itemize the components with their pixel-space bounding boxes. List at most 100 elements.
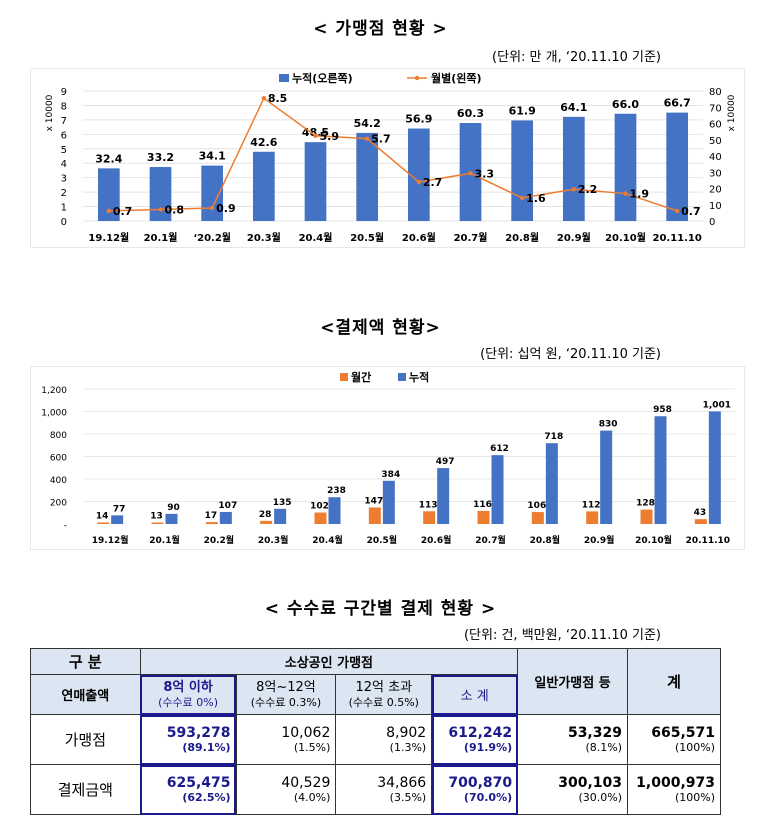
bar-cumulative-label: 718 bbox=[544, 432, 563, 442]
x-tick-label: 20.4월 bbox=[299, 232, 333, 244]
value: 53,329 bbox=[567, 725, 622, 741]
x-tick-label: 20.6월 bbox=[402, 232, 436, 244]
payment-chart-container: - 200 400 600 800 1,000 1,200 14 77 19.12월 13 90 20.… bbox=[30, 366, 745, 550]
x-tick-label: 20.3월 bbox=[258, 534, 289, 546]
x-tick-label: 20.1월 bbox=[144, 232, 178, 244]
bar-monthly-label: 106 bbox=[527, 501, 546, 511]
under8-fee: (수수료 0%) bbox=[158, 695, 219, 709]
bar-cumulative bbox=[97, 168, 120, 221]
percent: (3.5%) bbox=[389, 791, 427, 804]
line-point bbox=[416, 179, 422, 185]
x-tick-label: 20.10월 bbox=[635, 534, 672, 546]
bar-cumulative bbox=[614, 113, 637, 221]
bar-cumulative bbox=[708, 411, 721, 524]
bar-cumulative bbox=[328, 497, 341, 524]
bar-cumulative-label: 77 bbox=[113, 504, 126, 514]
cell-over12: 8,902 (1.3%) bbox=[335, 714, 433, 765]
x-tick-label: 20.9월 bbox=[584, 534, 615, 546]
bar-monthly-label: 102 bbox=[310, 502, 329, 512]
bar-value-label: 66.0 bbox=[612, 98, 639, 111]
bar-cumulative bbox=[511, 120, 534, 221]
line-value-label: 0.9 bbox=[216, 202, 236, 215]
table-row: 결제금액 625,475 (62.5%) 40,529 (4.0%) 34,86… bbox=[30, 764, 722, 815]
row-label: 결제금액 bbox=[30, 764, 141, 815]
value: 10,062 bbox=[281, 725, 331, 741]
cell-8to12: 10,062 (1.5%) bbox=[235, 714, 337, 765]
header-col-under8: 8억 이하 (수수료 0%) bbox=[139, 674, 237, 715]
x-tick-label: 20.11.10 bbox=[652, 233, 701, 244]
payment-status-unit: (단위: 십억 원, ‘20.11.10 기준) bbox=[480, 347, 661, 362]
bar-cumulative bbox=[600, 430, 613, 524]
bar-value-label: 56.9 bbox=[405, 113, 432, 126]
value: 665,571 bbox=[651, 725, 715, 741]
bar-monthly bbox=[586, 511, 599, 524]
right-tick-label: 0 bbox=[709, 217, 715, 228]
percent: (1.5%) bbox=[293, 741, 331, 754]
legend-swatch-cumulative bbox=[398, 373, 406, 381]
bar-cumulative bbox=[111, 515, 124, 524]
line-value-label: 1.6 bbox=[526, 192, 546, 205]
bar-monthly-label: 112 bbox=[582, 500, 601, 510]
header-gubun: 구 분 bbox=[30, 648, 141, 675]
under8-label: 8억 이하 bbox=[163, 679, 213, 695]
line-value-label: 3.3 bbox=[475, 167, 495, 180]
header-small-merchant: 소상공인 가맹점 bbox=[139, 648, 519, 675]
value: 593,278 bbox=[166, 725, 231, 741]
cell-subtotal: 700,870 (70.0%) bbox=[431, 764, 519, 815]
y-tick-label: - bbox=[64, 521, 67, 531]
x-tick-label: 20.6월 bbox=[421, 534, 452, 546]
header-total: 계 bbox=[626, 648, 722, 715]
cell-under8: 593,278 (89.1%) bbox=[139, 714, 237, 765]
line-value-label: 0.7 bbox=[113, 205, 133, 218]
fee-status-title: < 수수료 구간별 결제 현황 > bbox=[264, 599, 497, 619]
bar-value-label: 61.9 bbox=[509, 104, 536, 117]
bar-monthly bbox=[531, 512, 544, 524]
8to12-label: 8억~12억 bbox=[256, 679, 316, 695]
right-tick-label: 20 bbox=[709, 185, 722, 196]
y-tick-label: 800 bbox=[50, 431, 67, 441]
cell-general: 53,329 (8.1%) bbox=[517, 714, 628, 765]
cell-over12: 34,866 (3.5%) bbox=[335, 764, 433, 815]
bar-cumulative-label: 384 bbox=[381, 470, 400, 480]
right-tick-label: 10 bbox=[709, 201, 722, 212]
header-revenue: 연매출액 bbox=[30, 674, 141, 715]
percent: (70.0%) bbox=[463, 791, 513, 804]
bar-cumulative-label: 958 bbox=[653, 405, 672, 415]
line-value-label: 2.7 bbox=[423, 176, 443, 189]
line-point bbox=[364, 136, 370, 141]
over12-fee: (수수료 0.5%) bbox=[348, 695, 419, 709]
bar-cumulative-label: 830 bbox=[599, 420, 618, 430]
header-col-8to12: 8억~12억 (수수료 0.3%) bbox=[235, 674, 337, 715]
line-monthly bbox=[108, 97, 678, 212]
y-tick-label: 400 bbox=[50, 476, 67, 486]
bar-cumulative bbox=[666, 112, 689, 221]
bar-value-label: 33.2 bbox=[147, 151, 174, 164]
bar-monthly bbox=[205, 522, 218, 524]
bar-monthly-label: 13 bbox=[150, 512, 163, 522]
y-tick-label: 600 bbox=[50, 454, 67, 464]
percent: (4.0%) bbox=[293, 791, 331, 804]
bar-cumulative bbox=[252, 151, 275, 221]
line-point bbox=[468, 171, 473, 176]
line-value-label: 2.2 bbox=[578, 183, 598, 196]
bar-cumulative-label: 135 bbox=[273, 498, 292, 508]
line-value-label: 0.7 bbox=[681, 205, 701, 218]
legend-label-cumulative: 누적 bbox=[409, 370, 429, 384]
bar-cumulative bbox=[437, 468, 450, 524]
row-label: 가맹점 bbox=[30, 714, 141, 765]
cell-under8: 625,475 (62.5%) bbox=[139, 764, 237, 815]
value: 700,870 bbox=[448, 775, 513, 791]
merchant-chart: 0 1 2 3 4 5 6 7 8 9 0 10 20 30 40 50 60 70 80 x 10000 x 1000… bbox=[45, 71, 737, 244]
line-point bbox=[571, 187, 577, 192]
line-point bbox=[519, 195, 525, 201]
bar-cumulative bbox=[545, 443, 558, 524]
line-value-label: 8.5 bbox=[268, 92, 288, 105]
x-tick-label: 20.2월 bbox=[204, 534, 235, 546]
percent: (91.9%) bbox=[463, 741, 513, 754]
x-tick-label: 20.8월 bbox=[530, 534, 561, 546]
value: 300,103 bbox=[558, 775, 622, 791]
x-tick-label: 19.12월 bbox=[88, 232, 129, 244]
line-point bbox=[209, 205, 215, 211]
bar-cumulative-label: 238 bbox=[327, 486, 346, 496]
right-tick-label: 80 bbox=[709, 87, 722, 98]
